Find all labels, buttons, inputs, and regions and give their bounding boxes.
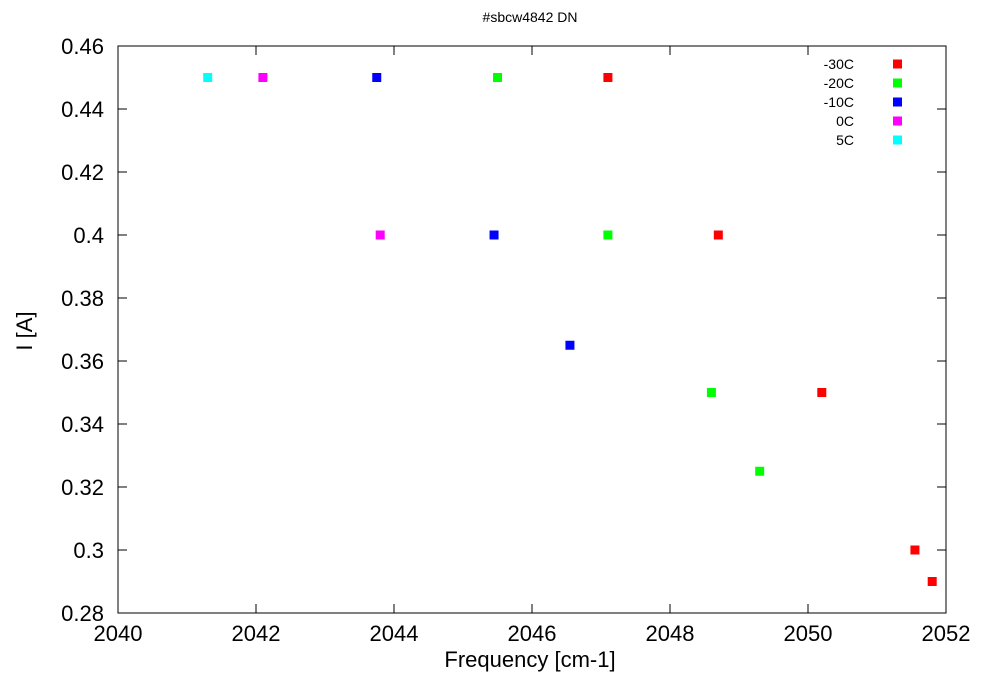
- x-tick-label: 2052: [922, 621, 971, 646]
- data-point: [928, 577, 937, 586]
- data-point: [910, 546, 919, 555]
- data-point: [755, 467, 764, 476]
- legend-marker: [893, 98, 902, 107]
- y-tick-label: 0.46: [61, 34, 104, 59]
- y-tick-label: 0.4: [73, 223, 104, 248]
- plot-area: 2040 2042 2044 2046 2048 2050 20520.280.30.320…: [61, 34, 970, 646]
- y-tick-label: 0.44: [61, 97, 104, 122]
- y-tick-label: 0.28: [61, 601, 104, 626]
- y-tick-label: 0.32: [61, 475, 104, 500]
- legend-marker: [893, 79, 902, 88]
- x-tick-label: 2048: [646, 621, 695, 646]
- x-tick-label: 2050: [784, 621, 833, 646]
- x-tick-label: 2046: [508, 621, 557, 646]
- y-tick-label: 0.36: [61, 349, 104, 374]
- series-5C: [203, 73, 212, 82]
- data-point: [817, 388, 826, 397]
- series--10C: [372, 73, 574, 350]
- data-point: [707, 388, 716, 397]
- legend-label: -20C: [824, 75, 854, 91]
- data-point: [565, 341, 574, 350]
- x-tick-label: 2044: [370, 621, 419, 646]
- legend-label: 0C: [836, 113, 854, 129]
- data-point: [493, 73, 502, 82]
- data-point: [203, 73, 212, 82]
- series--20C: [493, 73, 764, 476]
- x-axis-label: Frequency [cm-1]: [444, 647, 615, 672]
- y-tick-label: 0.38: [61, 286, 104, 311]
- legend-marker: [893, 136, 902, 145]
- y-tick-label: 0.34: [61, 412, 104, 437]
- legend-marker: [893, 60, 902, 69]
- chart-title: #sbcw4842 DN: [483, 9, 578, 25]
- data-point: [714, 231, 723, 240]
- legend-marker: [893, 117, 902, 126]
- y-tick-label: 0.3: [73, 538, 104, 563]
- data-point: [258, 73, 267, 82]
- y-tick-label: 0.42: [61, 160, 104, 185]
- legend-label: -10C: [824, 94, 854, 110]
- legend: -30C -20C -10C 0C 5C: [824, 56, 902, 148]
- plot-frame: [118, 46, 946, 613]
- data-point: [490, 231, 499, 240]
- series-0C: [258, 73, 384, 240]
- data-point: [376, 231, 385, 240]
- legend-label: 5C: [836, 132, 854, 148]
- x-tick-label: 2042: [232, 621, 281, 646]
- data-point: [603, 231, 612, 240]
- y-axis-label: I [A]: [12, 311, 37, 350]
- legend-label: -30C: [824, 56, 854, 72]
- data-point: [603, 73, 612, 82]
- series--30C: [603, 73, 936, 586]
- data-point: [372, 73, 381, 82]
